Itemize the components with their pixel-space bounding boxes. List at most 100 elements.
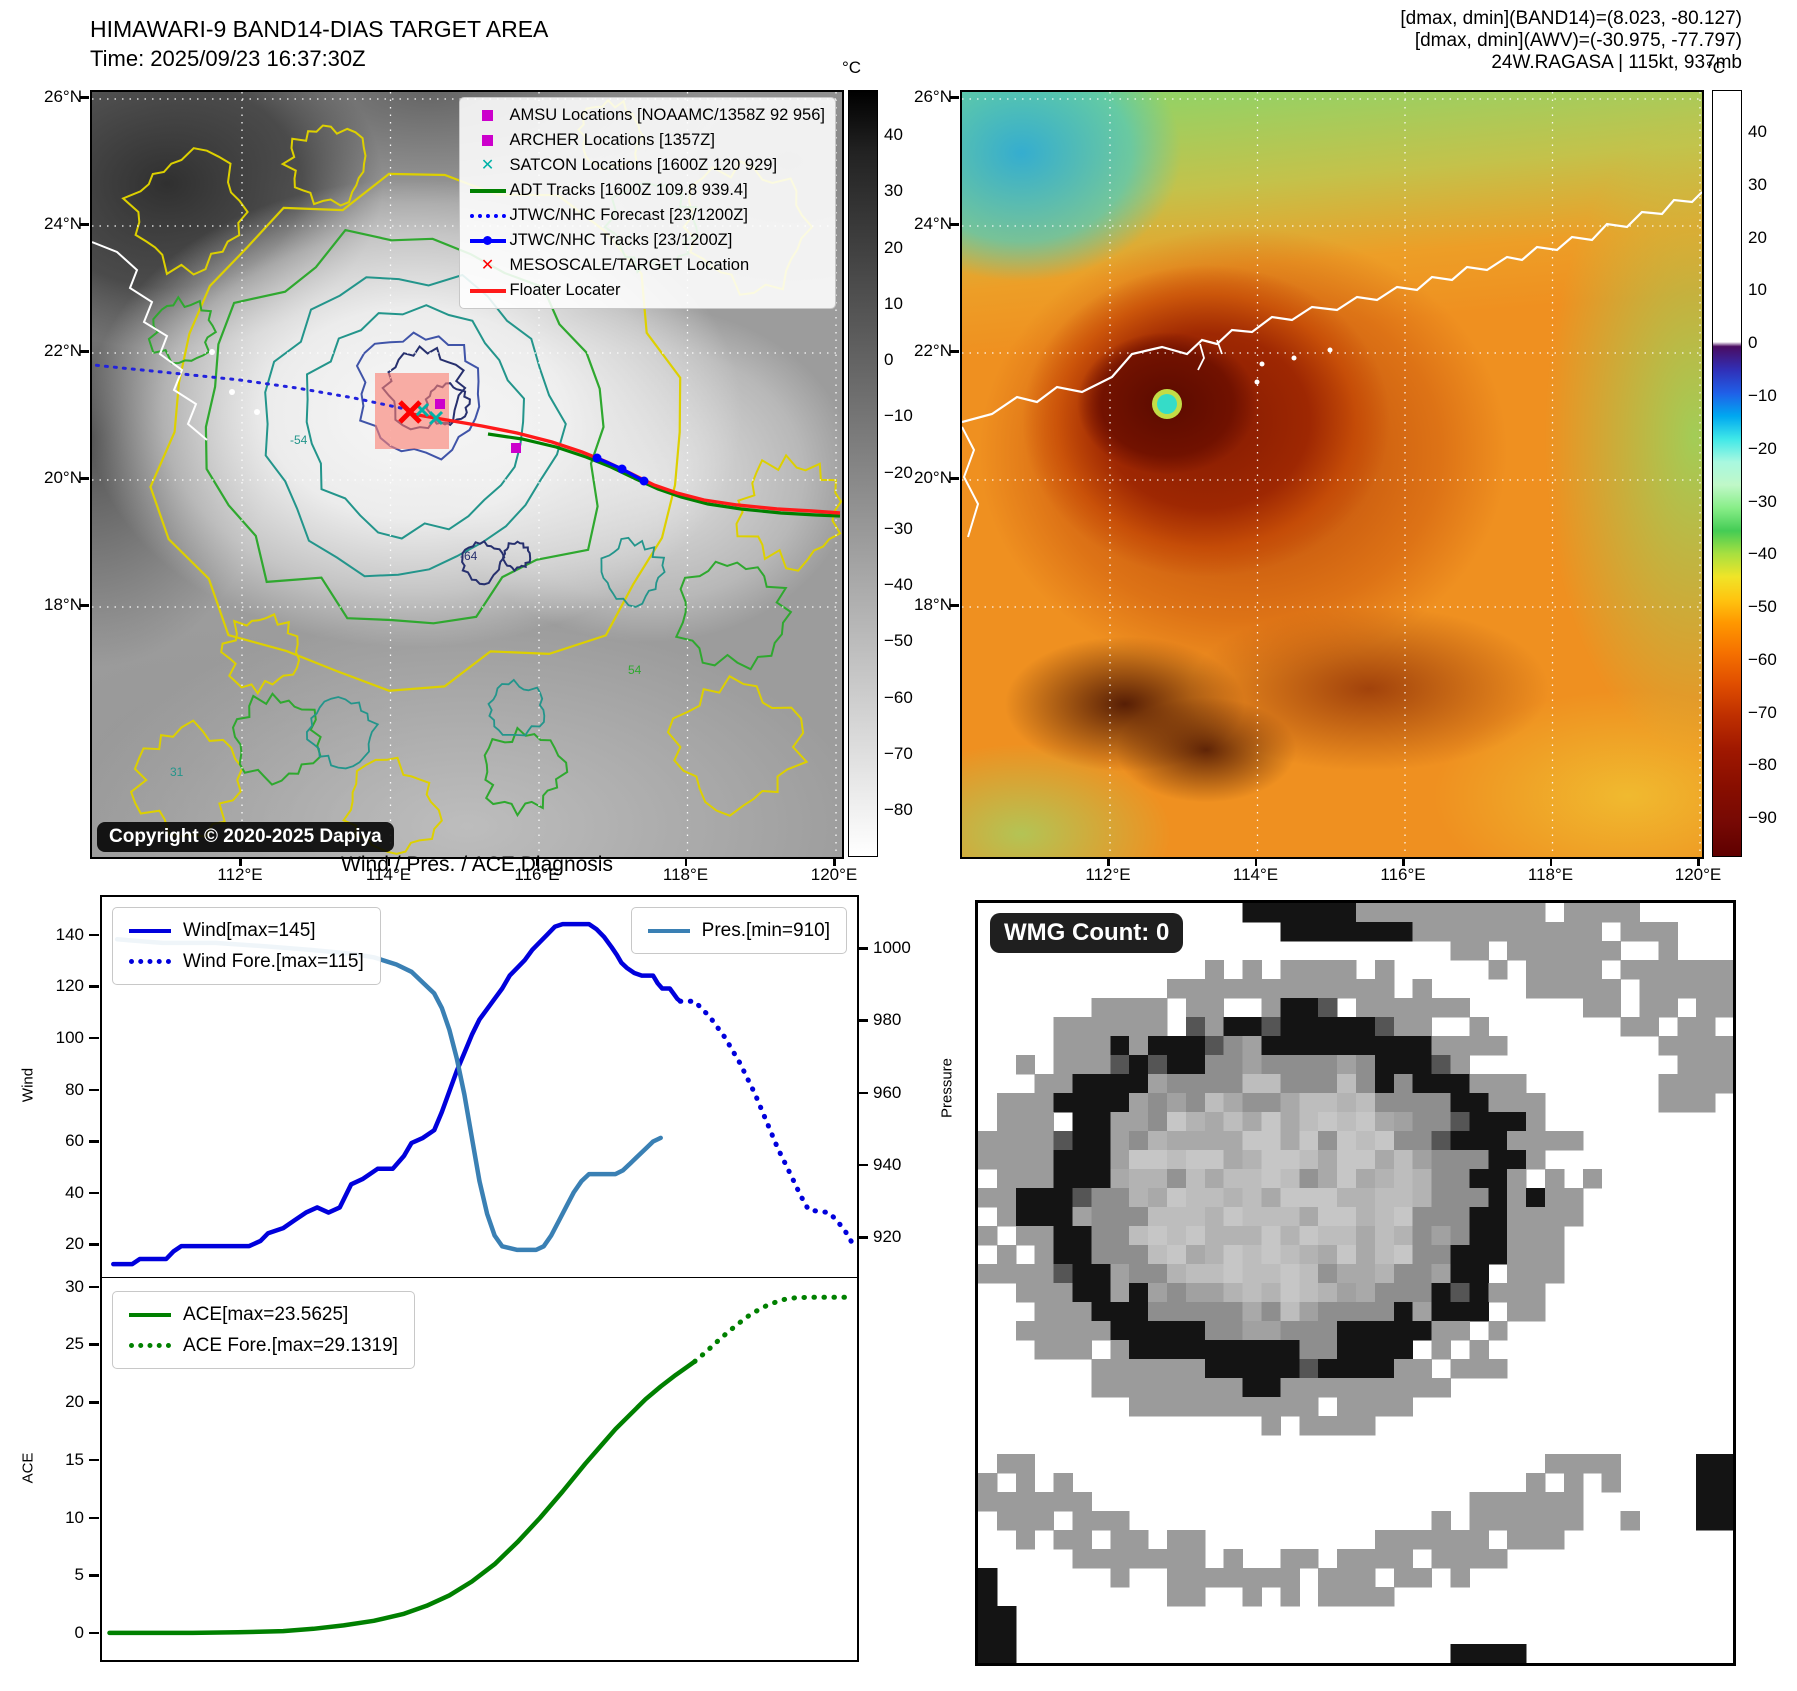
y-tick xyxy=(89,1243,99,1246)
x-marker-icon: ✕ xyxy=(480,156,495,174)
square-marker-icon xyxy=(466,135,510,146)
legend-item: ADT Tracks [1600Z 109.8 939.4] xyxy=(466,178,825,203)
contour-label: 54 xyxy=(628,663,642,677)
left-map-lon-tick xyxy=(833,857,836,866)
y-tick xyxy=(89,1036,99,1040)
y-tick xyxy=(89,985,99,988)
left-map-lon-tick xyxy=(536,857,539,866)
right-map-lon-tick xyxy=(1107,857,1110,866)
color-ir-satellite-image xyxy=(962,92,1702,857)
y-tick xyxy=(89,1516,99,1520)
left-colorbar-tick-label: −40 xyxy=(884,575,913,594)
left-colorbar-tick-label: −60 xyxy=(884,687,913,707)
pressure-axis-label: Pressure xyxy=(938,1057,956,1119)
y-tick-label: 40 xyxy=(65,1182,84,1202)
left-map-lon-label: 112°E xyxy=(217,865,263,884)
legend-item: Floater Locater xyxy=(466,278,825,303)
y2-tick-label: 920 xyxy=(873,1227,902,1247)
y-tick xyxy=(89,1574,99,1577)
contour-label: -64 xyxy=(460,549,478,563)
right-map-lat-label: 24°N xyxy=(914,214,952,233)
contour-label: 31 xyxy=(170,765,184,779)
y2-tick xyxy=(858,1019,868,1022)
left-map-lat-tick xyxy=(80,477,89,480)
right-colorbar-tick-label: 30 xyxy=(1748,174,1767,194)
left-colorbar-tick-label: 0 xyxy=(884,350,894,369)
pressure-line-swatch xyxy=(647,928,690,933)
y2-tick-label: 960 xyxy=(873,1082,902,1102)
left-map-lon-tick xyxy=(684,857,687,866)
y-tick xyxy=(89,1285,99,1289)
colorbar-unit-left: °C xyxy=(842,58,862,77)
left-colorbar-tick-label: −20 xyxy=(884,462,913,482)
right-map-lat-label: 22°N xyxy=(914,341,952,360)
right-colorbar-tick-label: −40 xyxy=(1748,544,1777,564)
legend-item: JTWC/NHC Tracks [23/1200Z] xyxy=(466,228,825,253)
y-tick xyxy=(89,1088,99,1091)
y-tick xyxy=(89,1458,99,1462)
right-map-lat-label: 26°N xyxy=(914,87,952,106)
right-map-lon-tick xyxy=(1697,857,1700,866)
grayscale-colorbar xyxy=(848,90,878,857)
y2-tick-label: 1000 xyxy=(873,938,911,958)
ace-line-swatch xyxy=(129,1312,171,1317)
y2-tick-label: 940 xyxy=(873,1154,902,1174)
pressure-legend: Pres.[min=910] xyxy=(630,907,847,954)
left-colorbar-tick-label: −70 xyxy=(884,743,913,763)
right-map-lon-label: 116°E xyxy=(1380,865,1426,884)
right-map-lon-label: 114°E xyxy=(1232,865,1279,884)
y-tick-label: 100 xyxy=(55,1027,84,1047)
legend-item-label: JTWC/NHC Forecast [23/1200Z] xyxy=(509,206,748,224)
legend-item: AMSU Locations [NOAAMC/1358Z 92 956] xyxy=(466,103,825,128)
right-map-lon-label: 112°E xyxy=(1085,865,1131,884)
pressure-legend-label: Pres.[min=910] xyxy=(701,919,830,941)
left-map-panel: -54 -64 54 31 AMSU Locations [NOAAMC/1358Z … xyxy=(90,90,844,859)
color-ir-colorbar xyxy=(1712,90,1742,857)
left-map-lon-label: 116°E xyxy=(514,865,560,884)
legend-item-label: Floater Locater xyxy=(509,281,621,299)
wmg-count-badge: WMG Count: 0 xyxy=(990,913,1184,953)
right-colorbar-tick-label: −20 xyxy=(1748,438,1777,458)
right-map-lat-tick xyxy=(950,350,959,353)
right-colorbar-tick-label: −10 xyxy=(1748,386,1777,405)
y2-tick-label: 980 xyxy=(873,1010,902,1030)
right-map-lon-tick xyxy=(1402,857,1405,866)
right-colorbar-tick-label: −30 xyxy=(1748,491,1777,511)
y-tick-label: 30 xyxy=(65,1276,84,1296)
y-tick-label: 20 xyxy=(65,1392,84,1412)
y-tick-label: 10 xyxy=(65,1507,84,1527)
y-tick-label: 140 xyxy=(55,924,84,944)
map-legend: AMSU Locations [NOAAMC/1358Z 92 956] ARCH… xyxy=(458,97,836,309)
legend-item-label: MESOSCALE/TARGET Location xyxy=(509,256,750,274)
wind-axis-label: Wind xyxy=(19,1067,37,1103)
page-title: HIMAWARI-9 BAND14-DIAS TARGET AREA xyxy=(90,16,549,42)
y-tick xyxy=(89,1631,99,1635)
dotted-marker-icon xyxy=(466,213,510,218)
left-map-lat-label: 22°N xyxy=(44,341,82,360)
wind-legend: Wind[max=145] Wind Fore.[max=115] xyxy=(112,907,381,985)
left-map-lat-tick xyxy=(80,604,89,607)
y2-tick xyxy=(858,1091,868,1095)
left-colorbar-tick-label: 40 xyxy=(884,125,903,144)
legend-item: ARCHER Locations [1357Z] xyxy=(466,128,825,153)
y-tick xyxy=(89,1401,99,1404)
left-map-lat-tick xyxy=(80,350,89,353)
y2-tick xyxy=(858,947,868,950)
right-map-lon-tick xyxy=(1549,857,1552,866)
right-map-lat-label: 20°N xyxy=(914,468,952,487)
y-tick-label: 60 xyxy=(65,1131,84,1151)
timestamp: Time: 2025/09/23 16:37:30Z xyxy=(90,46,366,71)
ACE[max=23.5625] xyxy=(107,1358,697,1635)
right-map-lon-label: 118°E xyxy=(1527,865,1574,884)
storm-stats-header: [dmax, dmin](BAND14)=(8.023, -80.127) [d… xyxy=(1400,8,1742,74)
right-map-lat-tick xyxy=(950,477,959,480)
y-tick-label: 20 xyxy=(65,1234,84,1254)
left-map-lat-tick xyxy=(80,223,89,226)
y-tick-label: 5 xyxy=(74,1565,84,1585)
Wind Fore.[max=115] xyxy=(677,998,855,1246)
Pres.[min=910] xyxy=(114,937,663,1253)
right-colorbar-tick-label: −60 xyxy=(1748,649,1777,669)
dmax-dmin-awv: [dmax, dmin](AWV)=(-30.975, -77.797) xyxy=(1414,30,1742,51)
legend-item: ✕ SATCON Locations [1600Z 120 929] xyxy=(466,153,825,178)
right-map-lon-tick xyxy=(1254,857,1257,866)
